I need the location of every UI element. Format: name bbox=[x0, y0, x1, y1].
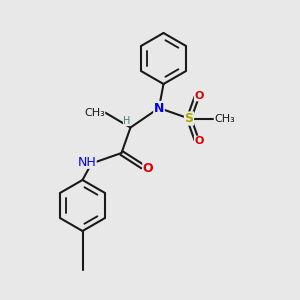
Text: NH: NH bbox=[78, 155, 96, 169]
Text: O: O bbox=[142, 161, 153, 175]
Text: CH₃: CH₃ bbox=[84, 107, 105, 118]
Text: N: N bbox=[154, 101, 164, 115]
Text: O: O bbox=[194, 91, 204, 101]
Text: H: H bbox=[123, 116, 130, 126]
Text: CH₃: CH₃ bbox=[214, 113, 235, 124]
Text: S: S bbox=[184, 112, 194, 125]
Text: O: O bbox=[194, 136, 204, 146]
